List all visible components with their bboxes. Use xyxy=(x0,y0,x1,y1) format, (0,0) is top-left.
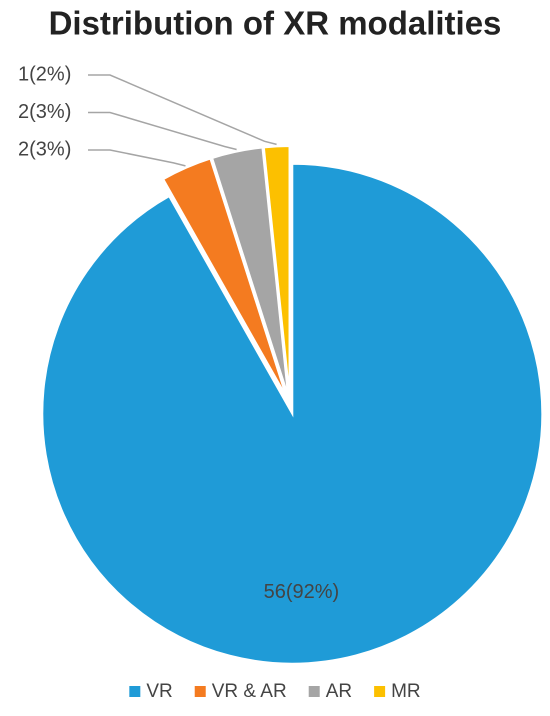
legend-swatch xyxy=(194,686,206,697)
data-label: 56(92%) xyxy=(264,581,340,603)
legend-label: VR & AR xyxy=(212,681,287,702)
leader-line xyxy=(88,149,186,167)
data-label: 2(3%) xyxy=(18,138,71,160)
legend-label: MR xyxy=(391,681,421,702)
pie-slice xyxy=(262,145,291,397)
pie-slice xyxy=(210,146,290,397)
leader-line xyxy=(88,74,277,146)
legend-swatch xyxy=(129,686,141,697)
pie-slice xyxy=(41,162,544,665)
legend-swatch xyxy=(308,686,320,697)
chart-title: Distribution of XR modalities xyxy=(49,5,502,42)
legend-swatch xyxy=(374,686,386,697)
legend-label: AR xyxy=(326,681,352,702)
pie-slice xyxy=(161,157,288,398)
legend-label: VR xyxy=(146,681,172,702)
leader-line xyxy=(88,111,237,151)
data-label: 2(3%) xyxy=(18,101,71,123)
data-label: 1(2%) xyxy=(18,63,71,85)
